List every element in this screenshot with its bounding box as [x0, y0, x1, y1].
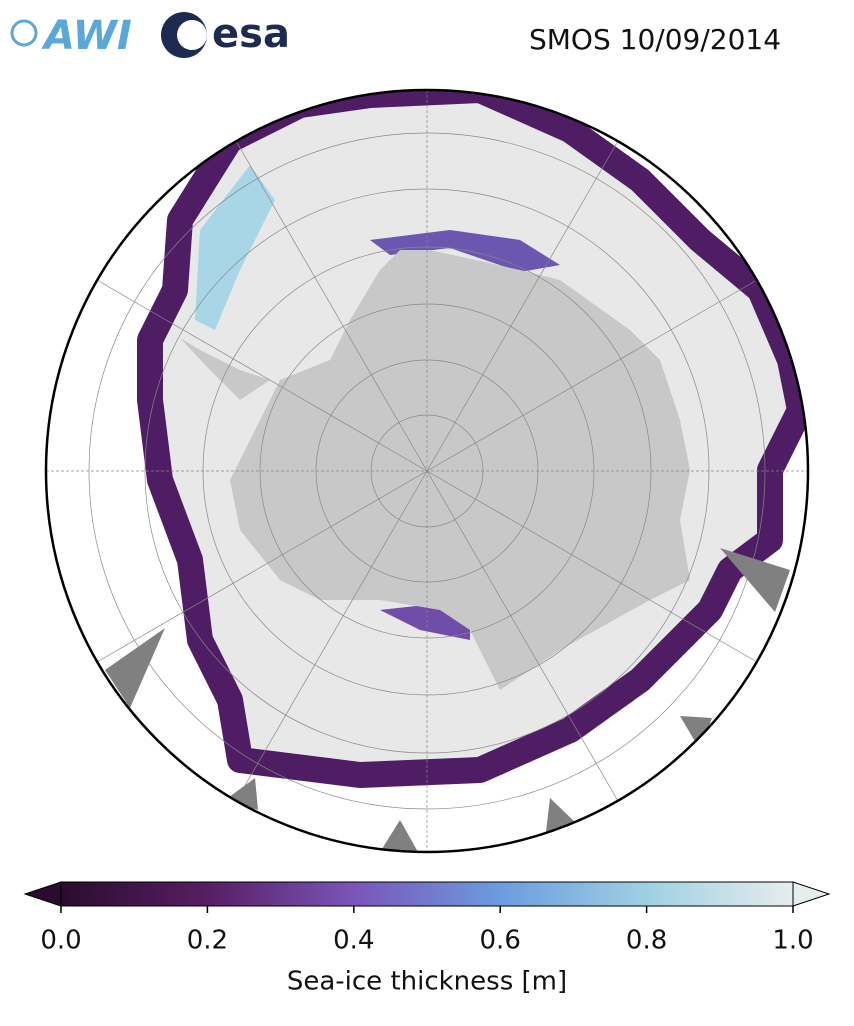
- antarctica: [230, 250, 690, 690]
- esa-logo: esa: [212, 11, 290, 57]
- colorbar-tick-label: 0.0: [40, 926, 81, 956]
- colorbar-tick-label: 1.0: [772, 926, 813, 956]
- colorbar-extend-high: [792, 881, 831, 907]
- colorbar-extend-low: [23, 881, 62, 907]
- map-frame: [44, 88, 810, 854]
- map: [46, 90, 808, 852]
- esa-icon-inner: [177, 20, 207, 50]
- colorbar-tick-label: 0.6: [480, 926, 521, 956]
- ice-edge-patch: [370, 230, 560, 272]
- peninsula: [180, 338, 270, 400]
- logos: AWI esa: [10, 11, 290, 59]
- awi-icon: [10, 19, 38, 47]
- colorbar-tick-label: 0.8: [626, 926, 667, 956]
- colorbar-bar: [60, 881, 794, 907]
- map-title: SMOS 10/09/2014: [529, 23, 781, 56]
- colorbar-tick-label: 0.4: [333, 926, 374, 956]
- awi-logo: AWI: [41, 13, 132, 59]
- colorbar-tick-label: 0.2: [187, 926, 228, 956]
- thin-ice: [195, 165, 275, 330]
- colorbar-label: Sea-ice thickness [m]: [287, 967, 567, 997]
- colorbar: 0.0 0.2 0.4 0.6 0.8 1.0: [23, 881, 831, 956]
- graticule: [46, 90, 808, 852]
